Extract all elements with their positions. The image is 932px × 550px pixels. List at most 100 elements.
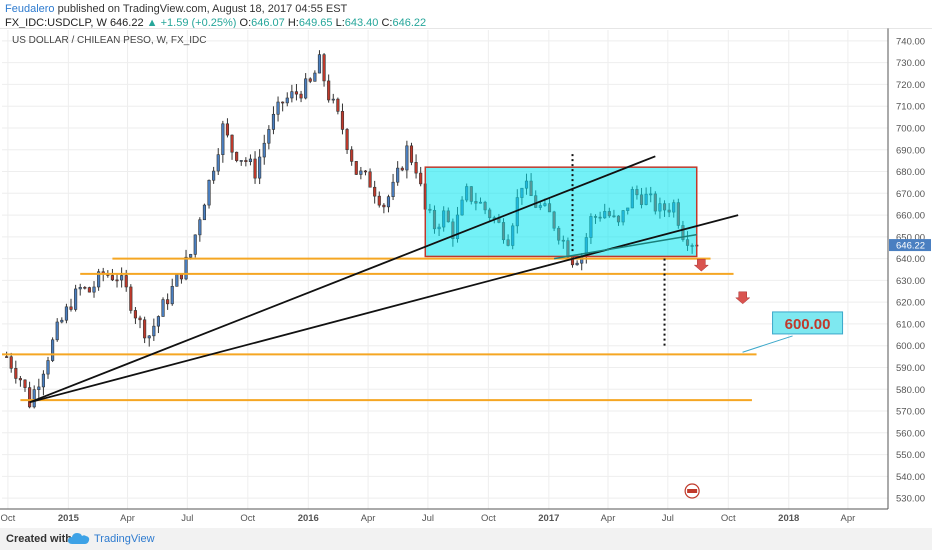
x-tick-label: 2015 <box>58 513 80 524</box>
trend-line <box>29 214 739 404</box>
y-tick-label: 600.00 <box>896 341 925 352</box>
candle-body <box>304 78 308 99</box>
candle-body <box>175 274 179 287</box>
x-tick-label: Apr <box>120 513 135 524</box>
candle-body <box>193 234 197 255</box>
down-arrow-icon <box>735 291 751 305</box>
candle-body <box>340 111 345 130</box>
candle-body <box>32 389 36 408</box>
x-tick-label: Jul <box>662 513 674 524</box>
x-tick-label: 2018 <box>778 513 799 524</box>
candle-body <box>115 279 119 282</box>
candle-body <box>414 162 418 174</box>
candle-body <box>405 145 409 171</box>
candle-body <box>5 356 9 358</box>
open-value: 646.07 <box>251 17 285 29</box>
y-tick-label: 580.00 <box>896 385 925 396</box>
x-tick-label: Apr <box>841 513 856 524</box>
candle-body <box>285 97 289 104</box>
chart-title: US DOLLAR / CHILEAN PESO, W, FX_IDC <box>12 35 207 46</box>
x-tick-label: Jul <box>181 513 193 524</box>
candle-body <box>308 78 312 82</box>
candle-body <box>290 91 294 99</box>
candle-body <box>225 123 230 136</box>
candle-body <box>258 156 262 179</box>
y-tick-label: 640.00 <box>896 254 925 265</box>
candle-body <box>9 356 13 369</box>
candle-body <box>221 123 225 155</box>
candle-body <box>345 129 349 151</box>
candle-body <box>23 379 27 388</box>
y-tick-label: 590.00 <box>896 363 925 374</box>
candle-body <box>386 196 391 208</box>
candle-body <box>313 72 317 82</box>
y-tick-label: 550.00 <box>896 450 925 461</box>
candle-body <box>216 154 220 172</box>
x-tick-label: Jul <box>422 513 434 524</box>
candle-body <box>78 287 82 290</box>
candle-body <box>28 387 32 408</box>
y-tick-label: 530.00 <box>896 494 925 505</box>
channel-line <box>553 233 697 260</box>
y-tick-label: 670.00 <box>896 189 925 200</box>
tradingview-cloud-icon <box>68 533 90 544</box>
candle-body <box>83 287 87 289</box>
candle-body <box>294 91 299 95</box>
x-tick-label: Oct <box>240 513 255 524</box>
candle-body <box>373 186 377 197</box>
candle-body <box>391 181 395 197</box>
high-label: H: <box>287 17 299 29</box>
price-change: +1.59 (+0.25%) <box>160 17 237 29</box>
candle-body <box>377 195 381 206</box>
y-tick-label: 690.00 <box>896 145 925 156</box>
y-tick-label: 710.00 <box>896 102 925 113</box>
candle-body <box>248 158 253 162</box>
candle-body <box>239 160 243 162</box>
range-rectangle <box>424 166 698 258</box>
candle-body <box>64 306 68 321</box>
price-chart[interactable]: 600.00 530.00 540.00 550.00 560.00 570.00 580… <box>0 28 932 525</box>
open-label: O: <box>239 17 252 29</box>
high-value: 649.65 <box>298 17 333 29</box>
low-value: 643.40 <box>344 17 379 29</box>
low-label: L: <box>335 17 345 29</box>
candle-body <box>170 286 174 305</box>
y-tick-label: 560.00 <box>896 428 925 439</box>
candle-body <box>322 54 326 82</box>
x-tick-label: Oct <box>481 513 496 524</box>
symbol-label: FX_IDC:USDCLP, W <box>5 17 107 29</box>
y-tick-label: 630.00 <box>896 276 925 287</box>
candle-body <box>327 80 331 101</box>
tradingview-link[interactable]: TradingView <box>94 533 155 545</box>
candle-body <box>97 271 101 288</box>
up-triangle-icon: ▲ <box>146 17 158 29</box>
candle-body <box>51 339 55 361</box>
x-tick-label: Oct <box>1 513 16 524</box>
y-tick-label: 620.00 <box>896 298 925 309</box>
axes: 530.00 540.00 550.00 560.00 570.00 580.00 590.… <box>0 28 932 524</box>
candle-body <box>41 373 45 388</box>
candle-body <box>166 299 170 305</box>
target-price-label: 600.00 <box>785 316 831 333</box>
candle-body <box>184 256 188 280</box>
close-label: C: <box>381 17 393 29</box>
candle-body <box>147 335 151 339</box>
x-tick-label: 2017 <box>538 513 559 524</box>
candle-body <box>382 204 386 208</box>
candle-body <box>253 158 257 179</box>
candle-body <box>74 288 78 310</box>
x-tick-label: 2016 <box>298 513 319 524</box>
x-tick-label: Apr <box>601 513 616 524</box>
candle-body <box>124 275 128 288</box>
candle-body <box>189 254 193 258</box>
candle-body <box>331 98 335 101</box>
y-tick-label: 660.00 <box>896 211 925 222</box>
drawings: 600.00 <box>2 154 844 499</box>
candle-body <box>336 98 340 112</box>
created-with-text: Created with <box>6 533 73 545</box>
author-link[interactable]: Feudalero <box>5 3 55 15</box>
down-arrow-icon <box>693 258 710 272</box>
candle-body <box>419 172 423 185</box>
current-price: 646.22 <box>109 17 144 29</box>
candle-body <box>133 310 137 319</box>
